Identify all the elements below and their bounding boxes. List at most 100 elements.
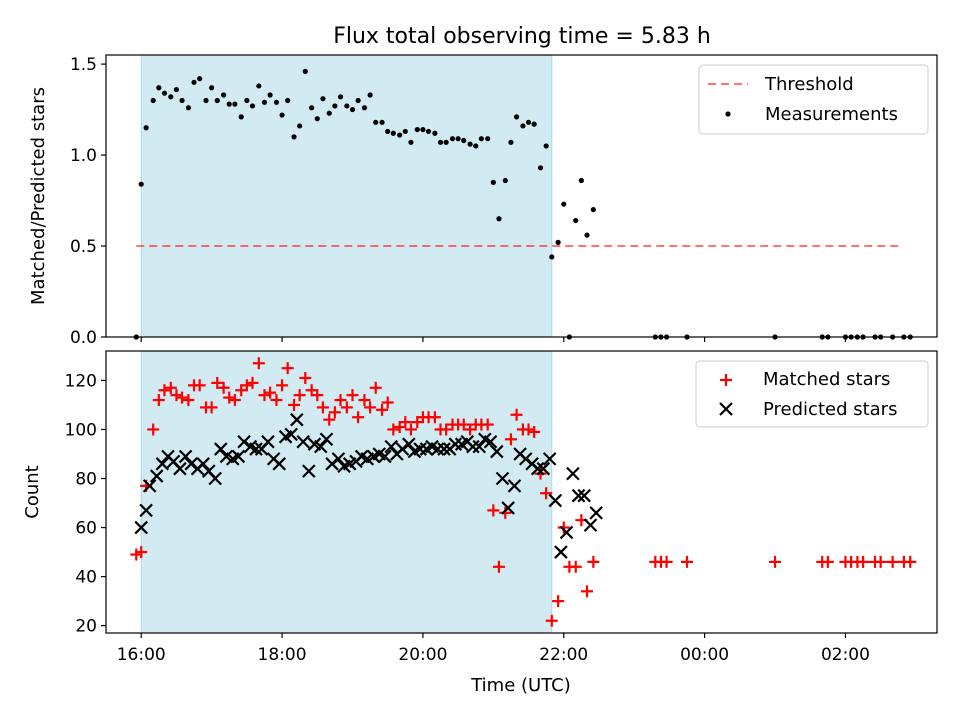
- measurement-point: [385, 128, 391, 135]
- count-panel: 20 40 60 80 100 120 16:00 18:00 20:00 22:00 00:00…: [22, 350, 938, 696]
- measurement-point: [502, 177, 508, 184]
- matched-star-point: [223, 391, 236, 404]
- ratio-panel: 0.0 0.5 1.0 1.5 Matched/Predicted stars Thr…: [28, 54, 938, 348]
- y-tick-label: 1.5: [70, 55, 97, 75]
- matched-star-point: [176, 391, 189, 404]
- predicted-star-point: [530, 461, 545, 476]
- x-tick-label: 22:00: [539, 645, 588, 665]
- matched-star-point: [499, 506, 512, 519]
- matched-star-point: [270, 394, 283, 407]
- matched-star-point: [440, 423, 453, 436]
- measurement-point: [168, 94, 174, 100]
- measurement-points: [133, 68, 913, 340]
- predicted-star-point: [413, 442, 427, 456]
- matched-star-point: [364, 401, 377, 414]
- measurement-point: [449, 136, 456, 142]
- measurement-point: [267, 92, 273, 98]
- predicted-star-point: [490, 444, 504, 459]
- measurement-point: [455, 136, 461, 142]
- measurement-point: [467, 141, 473, 147]
- matched-star-point: [504, 433, 517, 446]
- matched-star-point: [540, 487, 553, 500]
- predicted-star-point: [173, 461, 187, 476]
- matched-star-point: [510, 408, 523, 421]
- legend-threshold-label: Threshold: [764, 74, 854, 95]
- measurement-point: [302, 68, 308, 74]
- measurement-point: [273, 99, 280, 105]
- matched-star-point: [340, 401, 353, 414]
- measurement-point: [355, 97, 361, 104]
- matched-star-point: [545, 614, 558, 627]
- ratio-legend: Threshold Measurements: [698, 64, 929, 135]
- matched-star-point: [569, 560, 582, 573]
- matched-star-point: [522, 423, 535, 436]
- measurement-point: [408, 139, 414, 145]
- measurement-point: [285, 97, 291, 104]
- predicted-star-point: [214, 442, 228, 456]
- predicted-star-point: [314, 439, 328, 454]
- y-tick-label: 60: [75, 519, 97, 539]
- count-y-axis-label: Count: [22, 465, 43, 518]
- matched-star-point: [147, 423, 160, 436]
- measurement-point: [513, 114, 520, 120]
- measurement-point: [161, 90, 168, 96]
- matched-star-point: [399, 416, 412, 429]
- y-tick-label: 120: [65, 371, 97, 391]
- matched-star-point: [323, 413, 336, 426]
- matched-star-point: [316, 401, 329, 414]
- predicted-star-point: [466, 439, 480, 454]
- y-tick-label: 80: [75, 470, 97, 490]
- predicted-star-point: [430, 442, 445, 456]
- predicted-star-point: [284, 427, 298, 442]
- matched-star-point: [276, 379, 289, 392]
- count-legend: Matched stars Predicted stars: [695, 360, 929, 428]
- matched-star-point: [135, 546, 148, 559]
- matched-star-point: [281, 362, 294, 375]
- chart-title: Flux total observing time = 5.83 h: [333, 24, 711, 49]
- predicted-star-point: [483, 434, 498, 449]
- x-axis-label: Time (UTC): [470, 675, 571, 696]
- measurement-point: [555, 239, 561, 245]
- matched-star-point: [552, 595, 565, 608]
- measurement-point: [320, 96, 326, 102]
- matched-star-point: [769, 555, 782, 568]
- matched-star-point: [346, 389, 359, 402]
- measurement-point: [197, 76, 203, 82]
- matched-star-point: [358, 394, 371, 407]
- predicted-star-point: [139, 503, 153, 518]
- measurement-point: [520, 123, 526, 129]
- matched-star-point: [152, 394, 165, 407]
- measurement-point: [150, 97, 156, 104]
- predicted-star-point: [589, 506, 603, 520]
- measurement-point: [297, 123, 303, 129]
- predicted-star-point: [272, 457, 287, 471]
- matched-star-point: [404, 423, 417, 436]
- predicted-star-point: [149, 469, 164, 483]
- measurement-point: [379, 119, 385, 125]
- matched-star-point: [164, 381, 177, 394]
- legend-matched-label: Matched stars: [763, 369, 890, 390]
- predicted-star-point: [566, 466, 580, 481]
- measurement-point: [249, 103, 256, 109]
- measurement-point: [191, 79, 197, 85]
- predicted-star-point: [290, 412, 304, 427]
- matched-star-point: [334, 394, 347, 407]
- matched-star-point: [376, 403, 389, 416]
- count-points: [130, 357, 917, 627]
- count-shaded-span: [140, 350, 553, 634]
- predicted-star-point: [472, 439, 487, 454]
- measurement-point: [179, 97, 185, 104]
- y-tick-label: 20: [75, 617, 97, 637]
- predicted-star-point: [501, 501, 515, 515]
- y-tick-label: 100: [65, 420, 97, 440]
- measurement-point: [143, 125, 149, 131]
- predicted-star-point: [142, 479, 157, 493]
- measurement-point: [443, 139, 449, 145]
- matched-star-point: [158, 384, 171, 397]
- measurement-point: [279, 112, 285, 118]
- y-tick-label: 1.0: [70, 146, 97, 166]
- matched-star-point: [299, 371, 312, 384]
- matched-star-point: [193, 379, 206, 392]
- measurement-point: [531, 121, 537, 127]
